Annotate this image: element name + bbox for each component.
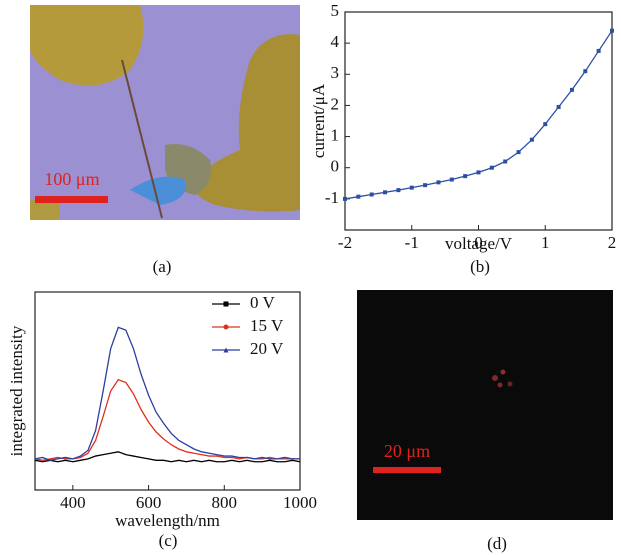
x-tick-label: 600	[136, 493, 162, 512]
scale-bar-label: 20 μm	[384, 441, 430, 461]
plot-frame	[344, 11, 613, 231]
point	[463, 174, 468, 179]
x-tick-label: 0	[474, 233, 483, 252]
point	[383, 190, 388, 195]
x-tick-label: 1000	[283, 493, 317, 512]
panel-label: (d)	[487, 534, 507, 553]
x-tick-label: -1	[405, 233, 419, 252]
point	[396, 188, 401, 193]
legend-marker	[223, 324, 229, 330]
point	[583, 69, 588, 74]
x-tick-label: -2	[338, 233, 352, 252]
legend-marker	[223, 347, 229, 353]
x-tick-label: 400	[60, 493, 86, 512]
point	[596, 48, 601, 53]
legend-marker	[223, 301, 229, 307]
point	[543, 122, 548, 127]
point	[556, 104, 561, 109]
plot-frame	[34, 291, 301, 491]
y-tick-label: 5	[331, 1, 340, 20]
data-line	[34, 326, 300, 461]
point	[369, 192, 374, 197]
point	[356, 194, 361, 199]
x-tick-label: 2	[608, 233, 617, 252]
point	[529, 137, 534, 142]
y-tick-label: 3	[331, 63, 340, 82]
point	[476, 170, 481, 175]
y-tick-label: 1	[331, 125, 340, 144]
point	[436, 180, 441, 185]
point	[409, 185, 414, 190]
micrograph-a: 100 μm	[30, 5, 300, 220]
panel-label: (a)	[153, 257, 172, 276]
data-line	[34, 378, 300, 461]
legend-label: 20 V	[250, 339, 284, 358]
point	[610, 28, 614, 33]
legend-label: 0 V	[250, 293, 275, 312]
y-tick-label: 4	[331, 32, 340, 51]
y-axis-label: integrated intensity	[7, 325, 26, 456]
x-tick-label: 800	[212, 493, 238, 512]
panel-label: (b)	[470, 257, 490, 276]
y-axis-label: current/μA	[309, 83, 328, 158]
scale-bar-label: 100 μm	[44, 169, 99, 189]
micrograph-d: 20 μm	[357, 290, 613, 520]
panel-label: (c)	[159, 531, 178, 550]
x-tick-label: 1	[541, 233, 550, 252]
point	[489, 165, 494, 170]
y-tick-label: 2	[331, 94, 340, 113]
point	[503, 159, 508, 164]
point	[449, 177, 454, 182]
point	[569, 87, 574, 92]
y-tick-label: -1	[325, 188, 339, 207]
x-axis-label: wavelength/nm	[115, 511, 220, 530]
point	[516, 150, 521, 155]
data-line	[34, 451, 301, 463]
point	[423, 183, 428, 188]
legend-label: 15 V	[250, 316, 284, 335]
x-axis-label: voltage/V	[445, 234, 513, 253]
point	[343, 196, 347, 201]
y-tick-label: 0	[331, 157, 340, 176]
